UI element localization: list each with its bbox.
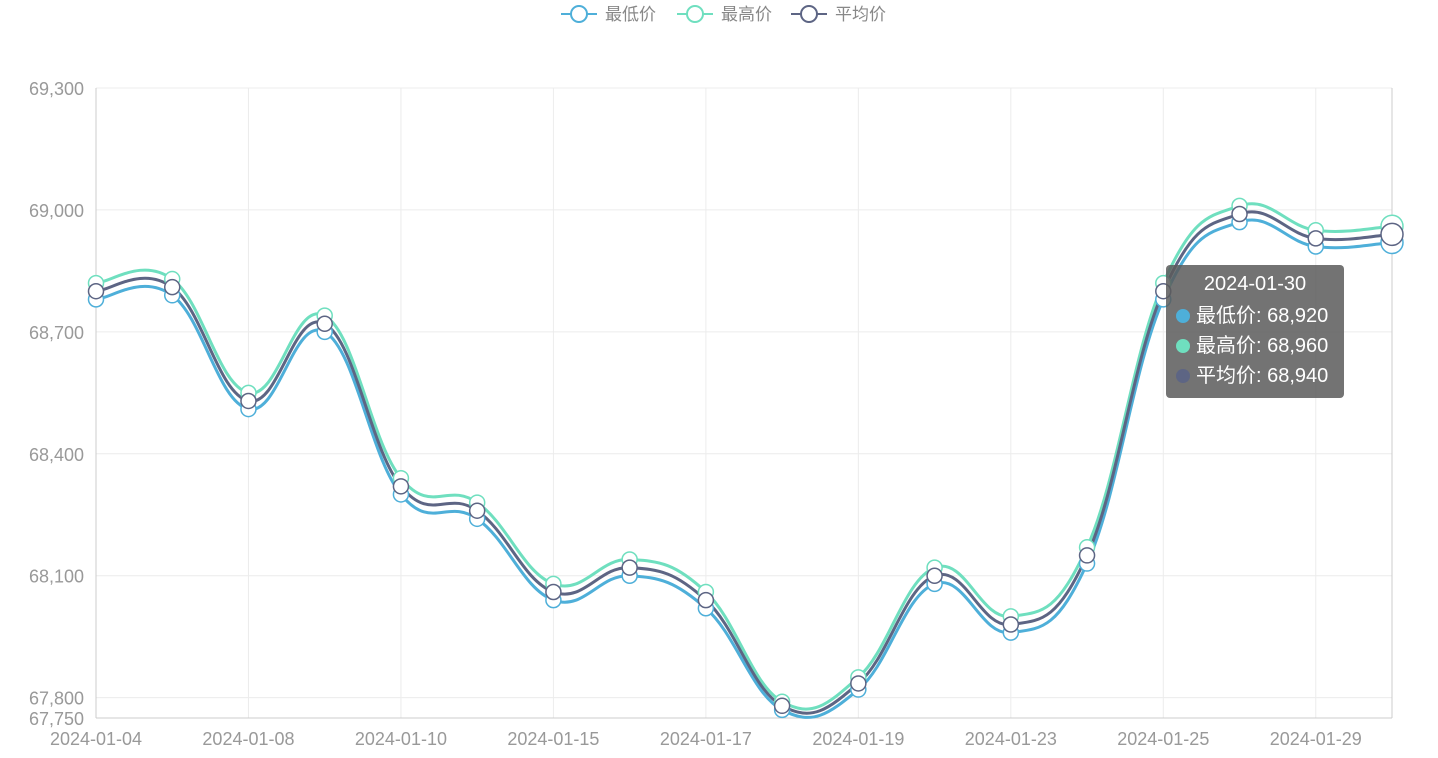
- tooltip-label-avg: 平均价: 68,940: [1196, 365, 1329, 387]
- legend-label-2: 平均价: [835, 5, 886, 24]
- legend-marker-1: [686, 5, 704, 23]
- legend-label-0: 最低价: [605, 5, 656, 24]
- series-point-2: [316, 315, 333, 332]
- x-tick-label: 2024-01-15: [507, 729, 599, 749]
- series-point-2: [87, 282, 105, 300]
- y-tick-label: 69,000: [29, 201, 84, 221]
- series-point-2: [1078, 547, 1096, 564]
- x-tick-label: 2024-01-19: [812, 729, 904, 749]
- series-point-2: [850, 675, 867, 692]
- series-point-2: [1231, 205, 1248, 223]
- tooltip-row-avg: 平均价: 68,940: [1176, 361, 1334, 391]
- x-tick-label: 2024-01-17: [660, 729, 752, 749]
- series-point-2: [1002, 616, 1020, 633]
- series-point-2: [545, 583, 562, 601]
- y-tick-label: 69,300: [29, 79, 84, 99]
- tooltip-label-high: 最高价: 68,960: [1196, 335, 1329, 357]
- series-point-2: [1380, 222, 1404, 247]
- y-tick-label: 67,800: [29, 689, 84, 709]
- tooltip-title: 2024-01-30: [1203, 273, 1307, 295]
- legend-label-1: 最高价: [721, 5, 772, 24]
- legend-marker-0: [570, 5, 588, 23]
- series-point-2: [240, 392, 257, 410]
- y-tick-label: 67,750: [29, 709, 84, 729]
- series-point-2: [773, 697, 791, 715]
- series-line-0: [95, 218, 1393, 719]
- x-tick-label: 2024-01-08: [202, 729, 294, 749]
- series-point-2: [697, 591, 715, 609]
- series-point-2: [621, 559, 638, 576]
- x-tick-label: 2024-01-10: [355, 729, 447, 749]
- legend-marker-2: [800, 5, 818, 23]
- tooltip-label-low: 最低价: 68,920: [1196, 305, 1329, 327]
- series-point-2: [392, 478, 410, 495]
- y-tick-label: 68,100: [29, 567, 84, 587]
- chart-tooltip: 2024-01-30 最低价: 68,920 最高价: 68,960 平均价: …: [1166, 265, 1344, 398]
- tooltip-dot-avg: [1176, 369, 1190, 383]
- x-tick-label: 2024-01-25: [1117, 729, 1209, 749]
- series-point-2: [1307, 230, 1325, 247]
- series-point-2: [468, 502, 486, 519]
- series-point-2: [163, 278, 181, 296]
- tooltip-row-high: 最高价: 68,960: [1176, 331, 1334, 361]
- y-tick-label: 68,700: [29, 323, 84, 343]
- x-tick-label: 2024-01-04: [50, 729, 142, 749]
- series-line-2: [95, 210, 1393, 715]
- y-tick-label: 68,400: [29, 445, 84, 465]
- tooltip-dot-low: [1176, 309, 1190, 323]
- tooltip-dot-high: [1176, 339, 1190, 353]
- x-tick-label: 2024-01-29: [1270, 729, 1362, 749]
- series-point-2: [926, 567, 943, 584]
- tooltip-row-low: 最低价: 68,920: [1176, 301, 1334, 331]
- x-tick-label: 2024-01-23: [965, 729, 1057, 749]
